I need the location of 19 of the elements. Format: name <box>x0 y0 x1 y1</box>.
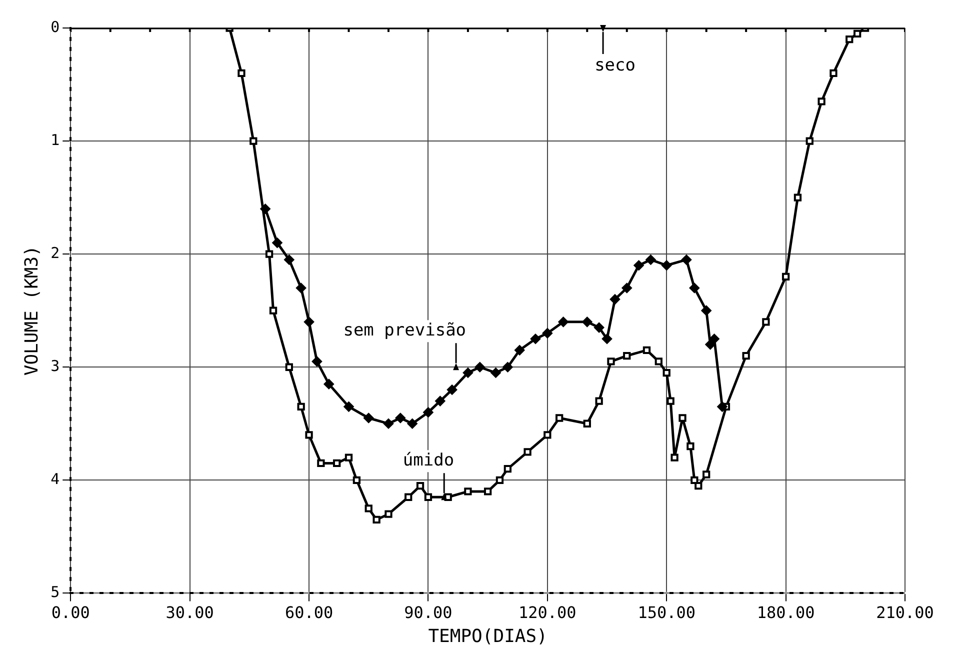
y-tick-label: 0 <box>50 18 60 36</box>
x-tick-label: 150.00 <box>638 602 696 622</box>
x-axis-title: TEMPO(DIAS) <box>428 626 548 647</box>
x-tick-label: 30.00 <box>166 602 214 622</box>
y-tick-label: 5 <box>50 583 60 602</box>
x-tick-label: 120.00 <box>518 602 576 622</box>
x-tick-label: 90.00 <box>404 602 452 622</box>
annotation: sem previsão <box>343 320 466 341</box>
x-tick-label: 210.00 <box>876 602 934 622</box>
x-tick-label: 180.00 <box>756 602 815 622</box>
y-tick-label: 1 <box>50 130 60 149</box>
y-tick-label: 4 <box>50 470 60 488</box>
annotation: seco <box>594 55 636 76</box>
x-tick-label: 60.00 <box>284 602 334 622</box>
x-tick-label: 0.00 <box>51 602 90 622</box>
y-tick-label: 2 <box>50 244 60 262</box>
y-axis-title: VOLUME (KM3) <box>21 246 42 376</box>
annotation: úmido <box>402 450 454 471</box>
y-tick-label: 3 <box>50 357 60 376</box>
